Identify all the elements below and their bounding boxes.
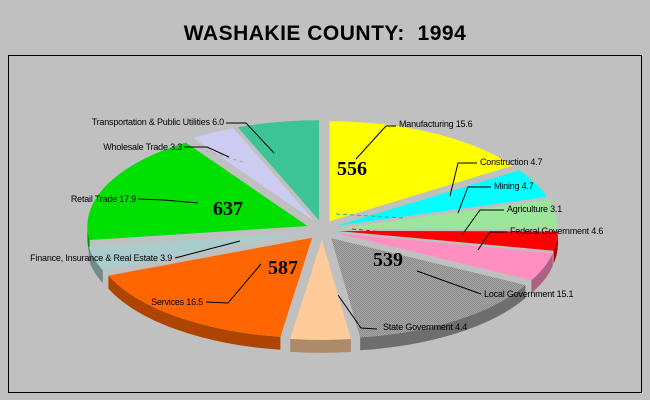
sector-label-retail-trade: Retail Trade 17.9 [70,194,136,204]
pie-slice-local-government [331,238,526,338]
sector-label-construction: Construction 4.7 [480,157,543,167]
sector-label-local-government: Local Government 15.1 [484,289,574,299]
hidden-edge-dash-0 [351,228,471,241]
hidden-edge-dash-1 [335,213,405,219]
leader-line-federal-government [477,231,507,251]
pie-slice-state-government [290,239,351,340]
pie-slice-retail-trade [87,142,308,241]
pie-slice-side-state-government [290,338,351,353]
sector-label-finance-insurance-real-estate: Finance, Insurance & Real Estate 3.9 [30,253,172,263]
leader-line-transportation-public-utilities [226,122,275,154]
sector-count-local-government: 539 [373,249,403,271]
pie-slice-transportation-public-utilities [237,120,319,221]
pie-slice-services [108,237,313,337]
pie-slice-tops [87,120,558,340]
leader-line-state-government [337,294,378,330]
pie-slice-wholesale-trade [193,128,315,222]
pie-slice-side-retail-trade [87,225,90,254]
sector-label-services: Services 16.5 [151,297,203,307]
sector-label-wholesale-trade: Wholesale Trade 3.3 [103,142,182,152]
leader-line-retail-trade [137,198,199,204]
leader-line-manufacturing [355,125,396,160]
leader-line-local-government [416,270,482,295]
pie-slice-finance-insurance-real-estate [88,232,307,271]
sector-count-manufacturing: 556 [337,158,367,180]
pie-slice-mining [337,199,558,229]
sector-label-agriculture: Agriculture 3.1 [507,204,563,214]
pie-slice-side-federal-government [531,253,553,294]
label-leader-lines [137,122,507,330]
sector-label-state-government: State Government 4.4 [383,322,468,332]
pie-slice-federal-government [337,233,553,281]
leader-line-construction [449,162,477,197]
sector-count-retail-trade: 637 [213,198,243,220]
pie-slice-side-agriculture [553,231,558,264]
pie-slice-agriculture [337,230,558,251]
leader-line-services [205,263,262,304]
pie-slice-side-local-government [360,285,526,351]
sector-count-services: 587 [268,257,298,279]
sector-label-manufacturing: Manufacturing 15.6 [399,119,473,129]
leader-line-mining [457,186,491,214]
sector-label-transportation-public-utilities: Transportation & Public Utilities 6.0 [91,117,225,127]
pie-slice-construction [336,170,548,226]
chart-title: WASHAKIE COUNTY: 1994 [183,22,467,45]
leader-line-finance-insurance-real-estate [174,240,241,259]
pie-slice-sides [87,225,558,353]
pie-slice-side-finance-insurance-real-estate [88,246,103,284]
sector-label-mining: Mining 4.7 [494,181,534,191]
pie-slice-manufacturing [329,121,513,222]
hidden-edge-dashes [205,150,471,241]
sector-label-federal-government: Federal Government 4.6 [510,226,604,236]
pie-slice-side-services [108,275,281,350]
leader-line-agriculture [461,209,504,236]
leader-line-wholesale-trade [184,146,230,158]
chart-frame [8,55,642,393]
